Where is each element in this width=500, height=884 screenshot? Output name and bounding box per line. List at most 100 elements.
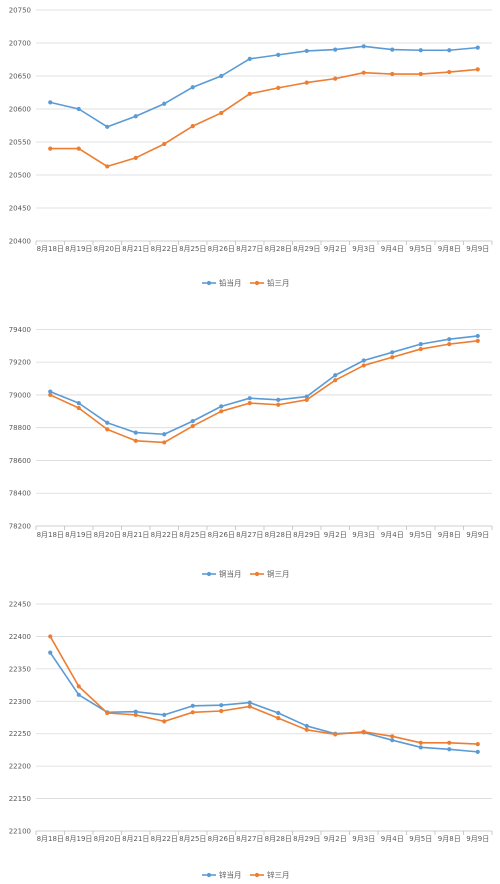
data-point [304,394,309,399]
data-point [219,110,224,116]
x-tick-label: 9月2日 [324,835,347,843]
legend-label: 铅三月 [267,278,290,288]
x-tick-label: 8月29日 [293,835,320,843]
data-point [247,91,252,96]
data-point [219,404,224,409]
y-tick-label: 22250 [9,730,31,738]
data-point [190,710,195,715]
data-point [190,423,195,429]
y-tick-label: 20750 [9,7,31,15]
data-point [133,155,138,160]
data-point [333,732,338,737]
x-tick-label: 8月29日 [293,245,320,253]
x-tick-label: 8月28日 [265,531,292,539]
y-tick-label: 78600 [9,457,31,465]
data-point [418,71,423,77]
data-point [418,745,423,750]
x-tick-label: 8月19日 [65,835,92,843]
x-tick-label: 8月25日 [179,835,206,843]
legend-label: 铜当月 [219,569,242,579]
data-point [133,709,138,714]
chart-zinc: 22100 22150 22200 22250 22300 22350 22400 22450… [9,601,493,880]
data-point [76,684,81,689]
x-tick-label: 8月22日 [151,835,178,843]
legend-entry: 铜当月 [202,569,242,579]
data-point [475,741,480,747]
data-point [247,401,252,406]
x-tick-label: 8月18日 [37,245,64,253]
data-point [361,70,366,75]
y-tick-label: 79400 [9,326,31,334]
y-tick-label: 79200 [9,359,31,367]
data-point [475,45,480,50]
data-point [162,719,167,724]
data-point [475,749,480,754]
data-point [190,124,195,129]
data-point [304,80,309,85]
data-point [475,333,480,339]
data-point [247,700,252,705]
x-tick-label: 8月20日 [94,835,121,843]
data-point [447,747,452,752]
data-point [247,704,252,709]
legend-entry: 铜三月 [250,569,290,579]
data-point [333,373,338,378]
chart-copper: 78200 78400 78600 78800 79000 79200 79400 8月18日… [9,326,493,579]
data-point [361,44,366,49]
data-point [76,146,81,151]
series-line [49,652,478,753]
x-tick-label: 8月20日 [94,531,121,539]
x-tick-label: 8月21日 [122,245,149,253]
data-point [190,419,195,424]
data-point [190,703,195,708]
x-tick-label: 9月2日 [324,531,347,539]
y-tick-label: 22400 [9,633,31,641]
data-point [76,405,81,411]
y-tick-label: 20700 [9,40,31,48]
series-line [49,335,478,436]
data-point [390,738,395,743]
y-tick-label: 22450 [9,601,31,609]
y-tick-label: 20450 [9,205,31,213]
x-tick-label: 8月18日 [37,531,64,539]
data-point [361,358,366,363]
x-tick-label: 8月25日 [179,531,206,539]
series-line [50,68,478,168]
x-tick-label: 9月5日 [409,531,432,539]
data-point [390,71,395,77]
data-point [390,350,395,355]
x-tick-label: 8月27日 [236,835,263,843]
data-point [304,48,309,54]
legend-label: 铜三月 [267,569,290,579]
data-point [105,124,110,129]
y-tick-label: 78400 [9,490,31,498]
data-point [418,740,423,745]
x-tick-label: 8月19日 [65,531,92,539]
y-tick-label: 79000 [9,391,31,399]
x-tick-label: 9月3日 [352,531,375,539]
data-point [133,430,138,435]
x-tick-label: 8月26日 [208,245,235,253]
x-tick-label: 9月4日 [381,531,404,539]
data-point [190,85,195,90]
x-tick-label: 8月29日 [293,531,320,539]
data-point [76,401,81,406]
x-tick-label: 9月4日 [381,245,404,253]
legend-marker [206,571,212,577]
data-point [390,734,395,739]
data-point [48,634,53,639]
legend-marker [206,872,212,878]
x-tick-label: 8月25日 [179,245,206,253]
data-point [133,114,138,119]
data-point [361,363,366,368]
data-point [162,432,167,437]
data-point [219,73,224,79]
y-tick-label: 22100 [9,828,31,836]
data-point [76,692,81,697]
data-point [390,355,395,360]
data-point [219,708,224,714]
data-point [418,346,423,352]
y-tick-label: 20400 [9,238,31,246]
data-point [162,141,167,147]
